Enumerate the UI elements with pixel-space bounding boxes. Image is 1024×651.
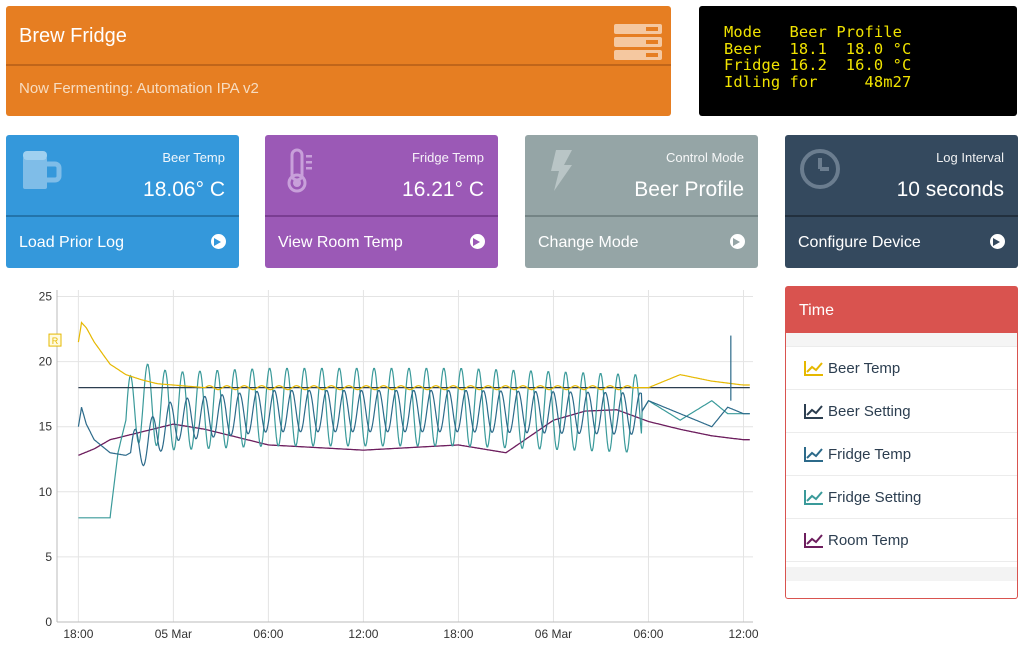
log-interval-value: 10 seconds — [896, 178, 1004, 201]
log-interval-panel: Log Interval 10 seconds Configure Device — [785, 135, 1018, 268]
thermometer-icon — [278, 147, 324, 193]
clock-icon — [798, 147, 844, 193]
y-tick-label: 20 — [39, 355, 53, 369]
fridge-temp-panel: Fridge Temp 16.21° C View Room Temp — [265, 135, 498, 268]
lcd-line: Beer 18.1 18.0 °C — [724, 39, 912, 58]
legend-label: Beer Temp — [828, 359, 901, 377]
x-tick-label: 06:00 — [633, 627, 663, 641]
fridge-temp-value: 16.21° C — [402, 178, 484, 201]
lightning-bolt-icon — [538, 147, 584, 193]
fermenting-status: Now Fermenting: Automation IPA v2 — [19, 80, 259, 97]
fridge-temp-line — [77, 389, 750, 467]
beer-temp-panel: Beer Temp 18.06° C Load Prior Log — [6, 135, 239, 268]
area-chart-icon — [804, 361, 823, 376]
legend-item-room-temp[interactable]: Room Temp — [786, 518, 1017, 562]
area-chart-icon — [804, 404, 823, 419]
x-tick-label: 18:00 — [63, 627, 93, 641]
arrow-right-icon[interactable] — [990, 234, 1005, 249]
lcd-line: Mode Beer Profile — [724, 23, 902, 41]
annotation-marker — [48, 333, 62, 347]
fridge-setting-line — [78, 363, 750, 519]
y-tick-label: 25 — [39, 290, 53, 304]
configure-device-link[interactable]: Configure Device — [798, 234, 921, 251]
x-tick-label: 06:00 — [253, 627, 283, 641]
log-interval-label: Log Interval — [936, 150, 1004, 165]
x-tick-label: 18:00 — [443, 627, 473, 641]
y-tick-label: 10 — [39, 485, 53, 499]
x-tick-label: 12:00 — [728, 627, 758, 641]
arrow-right-icon[interactable] — [470, 234, 485, 249]
control-mode-label: Control Mode — [665, 150, 744, 165]
device-title: Brew Fridge — [19, 25, 127, 47]
legend-label: Fridge Setting — [828, 488, 922, 506]
legend-title: Time — [786, 287, 1017, 333]
y-tick-label: 15 — [39, 420, 53, 434]
beer-temp-line — [77, 321, 750, 391]
brewpi-header: Brew Fridge Now Fermenting: Automation I… — [6, 6, 671, 116]
x-tick-label: 05 Mar — [155, 627, 192, 641]
chart-svg[interactable]: 0 5 10 15 20 25 18:00 05 Mar 06:00 12:00 18:00 06 M… — [0, 280, 765, 646]
chart-legend: Time Beer Temp Beer Setting Fridge Temp … — [785, 286, 1018, 599]
panel-divider — [265, 215, 498, 217]
x-tick-label: 12:00 — [348, 627, 378, 641]
arrow-right-icon[interactable] — [211, 234, 226, 249]
legend-list: Beer Temp Beer Setting Fridge Temp Fridg… — [786, 346, 1017, 562]
panel-divider — [785, 215, 1018, 217]
control-mode-panel: Control Mode Beer Profile Change Mode — [525, 135, 758, 268]
header-divider — [6, 64, 671, 66]
legend-label: Fridge Temp — [828, 445, 912, 463]
legend-item-fridge-temp[interactable]: Fridge Temp — [786, 432, 1017, 476]
area-chart-icon — [804, 490, 823, 505]
temperature-chart[interactable]: 0 5 10 15 20 25 18:00 05 Mar 06:00 12:00 18:00 06 M… — [0, 280, 765, 646]
legend-spacer — [786, 333, 1017, 347]
panel-divider — [525, 215, 758, 217]
x-tick-label: 06 Mar — [535, 627, 572, 641]
legend-label: Beer Setting — [828, 402, 911, 420]
legend-item-fridge-setting[interactable]: Fridge Setting — [786, 475, 1017, 519]
lcd-line: Idling for 48m27 — [724, 72, 912, 91]
area-chart-icon — [804, 447, 823, 462]
legend-item-beer-setting[interactable]: Beer Setting — [786, 389, 1017, 433]
beer-temp-label: Beer Temp — [162, 150, 225, 165]
legend-item-beer-temp[interactable]: Beer Temp — [786, 346, 1017, 390]
change-mode-link[interactable]: Change Mode — [538, 234, 639, 251]
server-icon[interactable] — [614, 24, 662, 62]
lcd-display: Mode Beer Profile Beer 18.1 18.0 °C Frid… — [699, 6, 1017, 116]
legend-footer — [786, 567, 1017, 581]
arrow-right-icon[interactable] — [730, 234, 745, 249]
lcd-line: Fridge 16.2 16.0 °C — [724, 56, 912, 74]
load-prior-log-link[interactable]: Load Prior Log — [19, 234, 124, 251]
fridge-temp-label: Fridge Temp — [411, 150, 484, 165]
legend-label: Room Temp — [828, 531, 909, 549]
view-room-temp-link[interactable]: View Room Temp — [278, 234, 403, 251]
annotation-marker-label: R — [52, 336, 59, 346]
y-tick-label: 0 — [45, 615, 52, 629]
control-mode-value: Beer Profile — [634, 178, 744, 201]
area-chart-icon — [804, 533, 823, 548]
room-temp-line — [78, 409, 750, 456]
panel-divider — [6, 215, 239, 217]
beer-temp-value: 18.06° C — [143, 178, 225, 201]
beer-mug-icon — [19, 147, 65, 193]
y-tick-label: 5 — [45, 550, 52, 564]
